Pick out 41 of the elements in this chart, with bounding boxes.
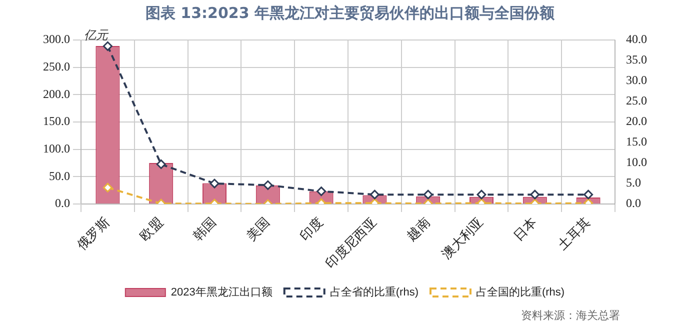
x-tick-label: 欧盟: [136, 214, 166, 244]
y2-tick-label: 15.0: [626, 134, 647, 149]
x-tick-label: 韩国: [190, 214, 220, 244]
y-tick-label: 50.0: [49, 168, 70, 183]
x-tick-label: 澳大利亚: [438, 214, 486, 262]
x-tick-label: 越南: [404, 214, 433, 244]
y-tick-label: 100.0: [43, 141, 70, 156]
y2-tick-label: 35.0: [626, 52, 647, 67]
y-tick-label: 200.0: [43, 86, 70, 101]
y2-tick-label: 0.0: [626, 196, 641, 210]
legend-label: 占全国的比重(rhs): [476, 286, 565, 299]
y2-tick-label: 40.0: [626, 32, 647, 46]
point: [316, 186, 326, 196]
y-tick-label: 250.0: [43, 59, 70, 74]
x-tick-label: 俄罗斯: [74, 214, 112, 253]
legend-label: 2023年黑龙江出口额: [170, 286, 272, 299]
point: [156, 159, 166, 169]
x-tick-label: 土耳其: [554, 214, 593, 253]
chart-title: 图表 13:2023 年黑龙江对主要贸易伙伴的出口额与全国份额: [144, 3, 556, 24]
y-tick-label: 150.0: [43, 114, 70, 128]
y-tick-label: 300.0: [43, 32, 70, 46]
y2-tick-label: 5.0: [626, 176, 641, 190]
point: [102, 41, 112, 51]
point: [210, 178, 220, 188]
point: [102, 182, 112, 192]
legend-label: 占全省的比重(rhs): [330, 286, 418, 299]
y2-tick-label: 30.0: [626, 73, 647, 88]
y2-tick-label: 20.0: [626, 114, 647, 128]
x-tick-label: 日本: [510, 214, 540, 244]
point: [476, 190, 486, 200]
text: 资料来源：海关总署: [521, 308, 620, 323]
point: [370, 190, 380, 200]
y2-tick-label: 25.0: [626, 94, 647, 108]
y2-tick-label: 10.0: [626, 155, 647, 170]
x-tick-label: 美国: [243, 214, 272, 244]
point: [584, 190, 594, 200]
point: [530, 190, 540, 200]
y-tick-label: 0.0: [55, 196, 70, 210]
point: [423, 190, 433, 200]
y-axis-title: 亿元: [84, 28, 109, 42]
point: [263, 180, 273, 190]
